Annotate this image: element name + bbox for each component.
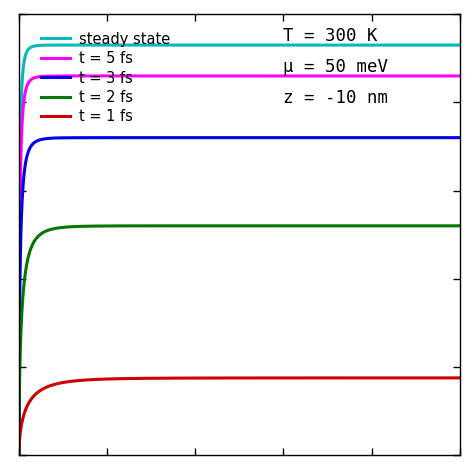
steady state — [16, 452, 22, 458]
steady state — [455, 42, 460, 48]
t = 2 fs — [230, 223, 236, 228]
Legend: steady state, t = 5 fs, t = 3 fs, t = 2 fs, t = 1 fs: steady state, t = 5 fs, t = 3 fs, t = 2 … — [35, 26, 176, 130]
t = 5 fs — [38, 73, 44, 79]
t = 5 fs — [457, 73, 463, 79]
t = 3 fs — [16, 452, 22, 458]
t = 2 fs — [444, 223, 450, 228]
steady state — [230, 42, 236, 48]
t = 1 fs — [16, 452, 22, 458]
Line: t = 5 fs: t = 5 fs — [19, 76, 460, 455]
Line: t = 3 fs: t = 3 fs — [19, 137, 460, 455]
steady state — [219, 42, 225, 48]
t = 5 fs — [363, 73, 369, 79]
t = 1 fs — [219, 375, 225, 381]
t = 3 fs — [230, 135, 236, 140]
t = 5 fs — [219, 73, 225, 79]
t = 5 fs — [230, 73, 236, 79]
t = 2 fs — [16, 452, 22, 458]
steady state — [38, 43, 44, 48]
steady state — [457, 42, 463, 48]
t = 5 fs — [444, 73, 450, 79]
t = 1 fs — [444, 375, 450, 381]
t = 5 fs — [444, 73, 450, 79]
t = 2 fs — [219, 223, 225, 228]
t = 5 fs — [16, 452, 22, 458]
t = 3 fs — [457, 135, 463, 140]
t = 1 fs — [457, 375, 463, 381]
t = 3 fs — [38, 137, 44, 142]
t = 2 fs — [457, 223, 463, 228]
t = 1 fs — [363, 375, 369, 381]
steady state — [444, 42, 450, 48]
Line: t = 1 fs: t = 1 fs — [19, 378, 460, 455]
t = 3 fs — [363, 135, 369, 140]
Line: t = 2 fs: t = 2 fs — [19, 226, 460, 455]
steady state — [363, 42, 369, 48]
t = 3 fs — [444, 135, 450, 140]
t = 2 fs — [363, 223, 369, 228]
t = 3 fs — [219, 135, 225, 140]
t = 1 fs — [38, 387, 44, 392]
Line: steady state: steady state — [19, 45, 460, 455]
t = 3 fs — [444, 135, 450, 140]
t = 2 fs — [38, 231, 44, 237]
t = 1 fs — [230, 375, 236, 381]
t = 1 fs — [444, 375, 450, 381]
Text: T = 300 K
μ = 50 meV
z = -10 nm: T = 300 K μ = 50 meV z = -10 nm — [283, 27, 389, 107]
t = 2 fs — [444, 223, 450, 228]
steady state — [444, 42, 450, 48]
